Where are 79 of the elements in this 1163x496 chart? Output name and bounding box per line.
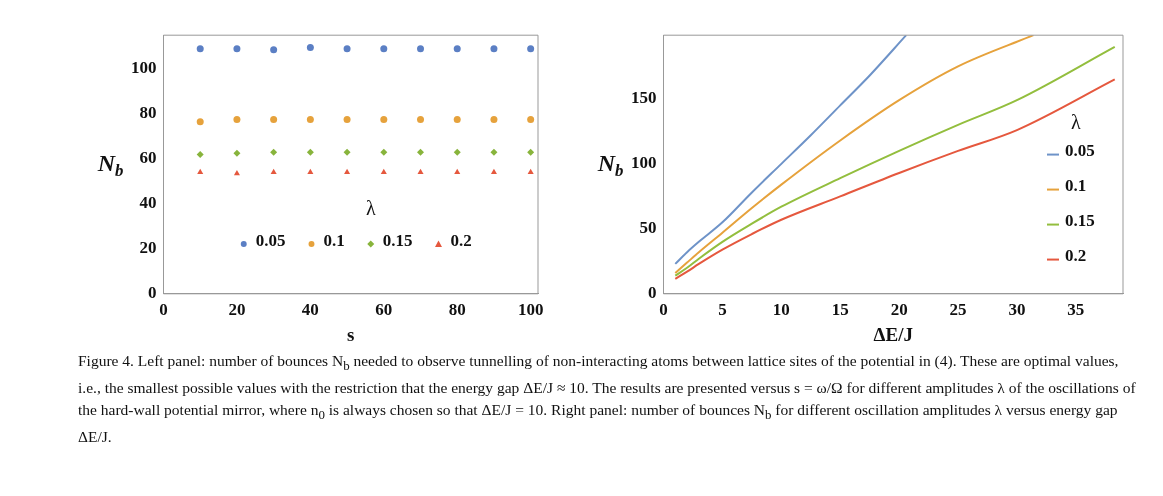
- point: [270, 168, 277, 175]
- point: [490, 148, 498, 156]
- point: [233, 170, 240, 176]
- point: [343, 45, 351, 53]
- legend-label: 0.1: [323, 231, 345, 251]
- legend-label: 0.15: [382, 231, 413, 251]
- point: [343, 116, 351, 124]
- point: [490, 116, 498, 124]
- point: [233, 116, 241, 124]
- legend-label: 0.1: [1065, 175, 1087, 195]
- point: [380, 148, 388, 156]
- legend-label: 0.2: [1065, 245, 1087, 265]
- point: [306, 116, 314, 124]
- x-axis-title: ΔE/J: [873, 323, 913, 345]
- point: [270, 116, 278, 124]
- y-tick-label: 80: [139, 103, 157, 123]
- y-tick-label: 40: [139, 193, 157, 213]
- line-series: [674, 35, 1035, 275]
- point: [527, 168, 534, 175]
- line-series: [674, 78, 1116, 280]
- y-tick-label: 100: [131, 58, 157, 78]
- x-axis-title: s: [347, 323, 355, 345]
- x-tick-label: 30: [1008, 300, 1026, 320]
- y-tick-label: 60: [139, 148, 157, 168]
- point: [527, 116, 535, 124]
- point: [454, 168, 461, 175]
- point: [490, 45, 498, 53]
- point: [453, 116, 461, 124]
- text: Figure 4. Left panel: number of bounces N$_{b}$ needed to observe tunnelling of non-interacting atoms between lattice sites of the potential in (4). These are optimal values, i.e., the smallest possible values with the restriction that the energy gap ΔE/J ≈ 10. The results are presented versus s = ω/Ω for different amplitudes λ of the oscillations of the hard-wall potential mirror, where n$_{0}$ is always chosen so that ΔE/J = 10. Right panel: number of bounces N$_{b}$ for different oscillation amplitudes λ versus energy gap ΔE/J.: [78, 352, 1136, 446]
- point: [196, 45, 204, 53]
- point: [417, 116, 425, 124]
- x-tick-label: 5: [718, 300, 727, 320]
- point: [380, 45, 388, 53]
- x-tick-label: 10: [772, 300, 790, 320]
- point: [306, 44, 314, 52]
- legend-label: 0.05: [255, 231, 286, 251]
- point: [380, 116, 388, 124]
- x-tick-label: 20: [228, 300, 246, 320]
- x-tick-label: 25: [949, 300, 967, 320]
- x-tick-label: 80: [448, 300, 466, 320]
- point: [233, 149, 241, 157]
- legend-label: 0.2: [450, 231, 472, 251]
- x-tick-label: 20: [890, 300, 908, 320]
- y-tick-label: 100: [631, 153, 657, 173]
- legend-title: λ: [1071, 110, 1081, 133]
- line-series: [674, 35, 908, 265]
- point: [490, 168, 497, 175]
- point: [307, 168, 314, 175]
- point: [233, 45, 241, 53]
- point: [527, 45, 535, 53]
- y-tick-label: 0: [648, 283, 657, 303]
- point: [306, 148, 314, 156]
- point: [453, 45, 461, 53]
- x-tick-label: 60: [375, 300, 393, 320]
- y-tick-label: 150: [631, 88, 657, 108]
- x-tick-label: 100: [517, 300, 544, 320]
- point: [343, 148, 351, 156]
- point: [196, 118, 204, 126]
- x-tick-label: 15: [831, 300, 849, 320]
- point: [270, 46, 278, 54]
- point: [197, 168, 204, 175]
- point: [417, 168, 424, 175]
- point: [453, 148, 461, 156]
- x-tick-label: 40: [301, 300, 319, 320]
- y-tick-label: 50: [639, 218, 657, 238]
- point: [196, 150, 204, 158]
- point: [417, 45, 425, 53]
- y-tick-label: 20: [139, 238, 157, 258]
- legend-label: 0.05: [1065, 140, 1095, 160]
- point: [417, 148, 425, 156]
- point: [270, 148, 278, 156]
- legend-title: λ: [365, 197, 376, 220]
- x-tick-label: 35: [1067, 300, 1085, 320]
- line-series: [674, 45, 1116, 277]
- point: [344, 168, 351, 175]
- legend-label: 0.15: [1065, 210, 1095, 230]
- point: [380, 168, 387, 175]
- point: [527, 148, 535, 156]
- y-tick-label: 0: [148, 283, 157, 303]
